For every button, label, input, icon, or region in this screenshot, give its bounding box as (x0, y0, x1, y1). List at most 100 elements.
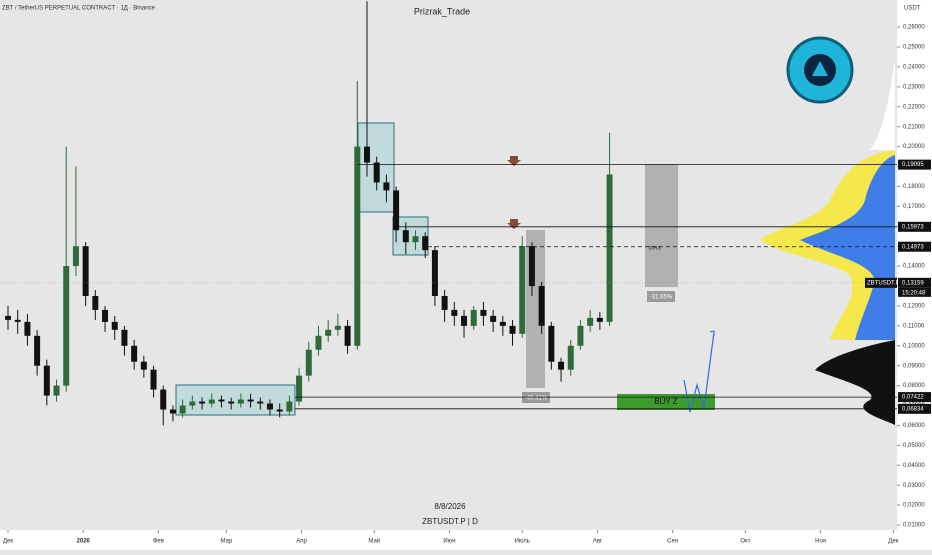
candle-body (431, 250, 438, 296)
level-label: 0,06834 (902, 406, 924, 412)
y-tick-label: 0,03000 (903, 483, 925, 489)
x-tick-label: Окт (740, 539, 750, 545)
volume-profile (800, 155, 895, 340)
symbol-label: ZBTUSDT.P (867, 280, 900, 286)
volume-profile (815, 340, 895, 425)
candle-body (567, 345, 574, 370)
volume-profile (870, 60, 895, 150)
candle-body (5, 315, 12, 320)
candle-body (548, 325, 555, 362)
label-box (647, 291, 675, 302)
candle-body (111, 321, 118, 330)
buy-label: BUY Z (654, 397, 678, 406)
candle-body (587, 317, 594, 326)
x-tick-label: Июль (515, 539, 530, 545)
candle-body (82, 246, 89, 296)
candle-body (305, 349, 312, 376)
y-tick-label: 0,14000 (903, 264, 925, 270)
candle-body (121, 329, 128, 346)
candle-body (102, 309, 109, 322)
x-tick-label: 2026 (77, 539, 91, 545)
y-tick-label: 0,12000 (903, 304, 925, 310)
candle-body (606, 174, 613, 322)
x-tick-label: Мар (220, 539, 232, 545)
candle-body (412, 236, 419, 243)
candle-body (402, 230, 409, 243)
candle-body (160, 389, 167, 410)
candle-body (558, 361, 565, 370)
candle-body (276, 409, 283, 412)
level-tag (898, 403, 931, 414)
level-label: 0,19095 (902, 162, 924, 168)
candle-body (354, 146, 361, 346)
candle-body (461, 315, 468, 326)
y-tick-label: 0,04000 (903, 463, 925, 469)
candle-body (480, 309, 487, 316)
y-tick-label: 0,25000 (903, 45, 925, 51)
candle-body (53, 385, 60, 396)
candle-body (208, 399, 215, 404)
currency: USDT (904, 6, 921, 12)
marks (5, 1, 613, 426)
candle-body (509, 325, 516, 334)
candle-body (315, 335, 322, 350)
level-tag (898, 159, 931, 170)
x-tick-label: Дек (3, 539, 13, 545)
time-scale (0, 530, 897, 550)
candle-body (596, 317, 603, 322)
y-tick-label: 0,23000 (903, 84, 925, 90)
candle-body (490, 315, 497, 322)
y-tick-label: 0,26000 (903, 25, 925, 31)
footer: ZBTUSDT.P | D (422, 517, 478, 526)
candle-body (286, 401, 293, 412)
down-arrow (507, 219, 521, 229)
y-tick-label: 0,24000 (903, 65, 925, 71)
candle-body (34, 335, 41, 366)
candle-body (140, 361, 147, 370)
candle-body (92, 295, 99, 310)
candle-body (393, 190, 400, 231)
buy-zone (617, 394, 715, 410)
candle-body (150, 369, 157, 390)
y-tick-label: 0,10000 (903, 343, 925, 349)
level-tag (898, 392, 931, 403)
x-tick-label: Дек (888, 539, 898, 545)
drop-label: -31,65% (650, 295, 673, 301)
price-tag (898, 277, 931, 288)
y-tick-label: 0,11000 (903, 323, 925, 329)
level-label: 0,07422 (902, 395, 924, 401)
projection-path (683, 331, 715, 413)
candle-body (334, 325, 341, 330)
candle-body (577, 325, 584, 346)
candle-body (519, 246, 526, 334)
candle-body (499, 321, 506, 326)
candle-body (218, 399, 225, 402)
candle-body (373, 162, 380, 183)
y-tick-label: 0,09000 (903, 363, 925, 369)
x-tick-label: Сен (667, 539, 678, 545)
candle-body (131, 345, 138, 362)
candle-body (451, 309, 458, 316)
price-scale (897, 0, 932, 550)
y-tick-label: 0,22000 (903, 104, 925, 110)
date-label: 8/8/2026 (434, 502, 466, 511)
candle-body (179, 405, 186, 414)
y-tick-label: 0,06000 (903, 423, 925, 429)
y-tick-label: 0,08000 (903, 383, 925, 389)
chart-subtitle: ZBT / TetherUS PERPETUAL CONTRACT · 1Д ·… (2, 6, 156, 12)
candle-body (344, 325, 351, 346)
candle-body (237, 399, 244, 404)
candle-body (72, 246, 79, 267)
chart-title: Prizrak_Trade (414, 6, 470, 16)
y-tick-label: 0,17000 (903, 204, 925, 210)
range-box (357, 122, 395, 213)
x-tick-label: Авг (593, 539, 603, 545)
candle-body (470, 309, 477, 326)
y-tick-label: 0,18000 (903, 184, 925, 190)
candle-body (228, 401, 235, 404)
candle-body (538, 286, 545, 326)
candle-body (247, 399, 254, 402)
y-tick-label: 0,01000 (903, 523, 925, 529)
y-tick-label: 0,02000 (903, 503, 925, 509)
